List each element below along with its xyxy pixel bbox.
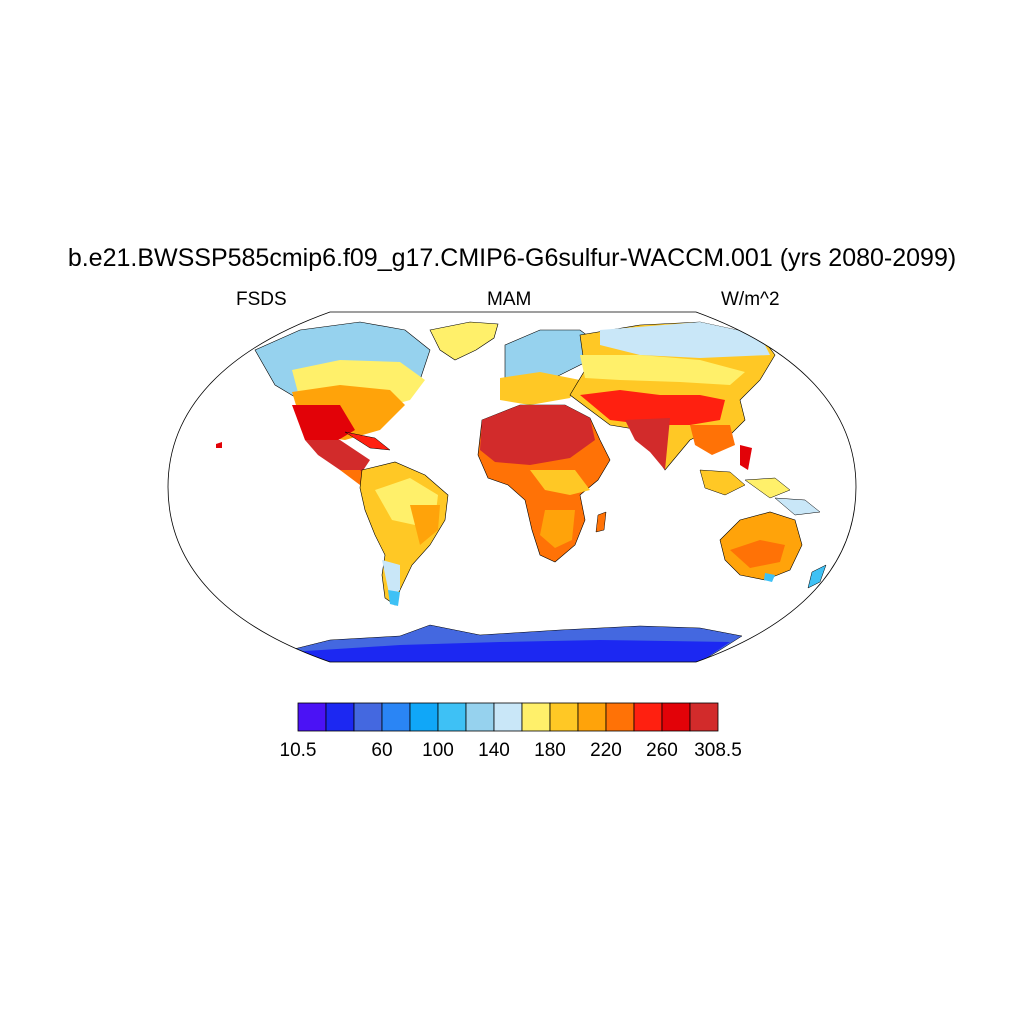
europe-region [500, 329, 601, 405]
madagascar-region [595, 511, 607, 533]
colorbar-tick-label: 308.5 [694, 740, 742, 761]
asia-region [569, 321, 776, 471]
colorbar-box [577, 702, 607, 732]
colorbar-box [605, 702, 635, 732]
colorbar-box [661, 702, 691, 732]
colorbar-box [297, 702, 327, 732]
colorbar-tick-label: 10.5 [280, 740, 317, 761]
colorbar-box [633, 702, 663, 732]
colorbar-tick-label: 220 [590, 740, 622, 761]
colorbar-box [437, 702, 467, 732]
south-america-region [359, 461, 449, 606]
hawaii-region [216, 442, 222, 448]
colorbar-labels: 10.5 60 100 140 180 220 260 308.5 [280, 740, 742, 761]
colorbar-box [521, 702, 551, 732]
colorbar-box [465, 702, 495, 732]
colorbar-box [381, 702, 411, 732]
plot-title: b.e21.BWSSP585cmip6.f09_g17.CMIP6-G6sulf… [67, 244, 957, 272]
colorbar-box [353, 702, 383, 732]
units-label: W/m^2 [721, 289, 780, 310]
colorbar-tick-label: 60 [371, 740, 392, 761]
colorbar-tick-label: 180 [534, 740, 566, 761]
antarctica-region [289, 624, 743, 662]
colorbar-tick-label: 140 [478, 740, 510, 761]
new-zealand-region [807, 564, 827, 589]
caribbean-region [344, 431, 391, 451]
season-label: MAM [487, 289, 532, 310]
africa-region [477, 404, 611, 563]
colorbar-tick-label: 260 [646, 740, 678, 761]
greenland-region [429, 321, 499, 361]
colorbar-boxes [297, 702, 719, 732]
variable-label: FSDS [236, 289, 287, 310]
australia-region [719, 511, 803, 582]
colorbar-box [325, 702, 355, 732]
colorbar-box [409, 702, 439, 732]
maritime-asia-region [699, 469, 821, 516]
colorbar-box [493, 702, 523, 732]
colorbar-tick-label: 100 [422, 740, 454, 761]
map-border [167, 311, 857, 663]
colorbar-box [549, 702, 579, 732]
colorbar-box [689, 702, 719, 732]
